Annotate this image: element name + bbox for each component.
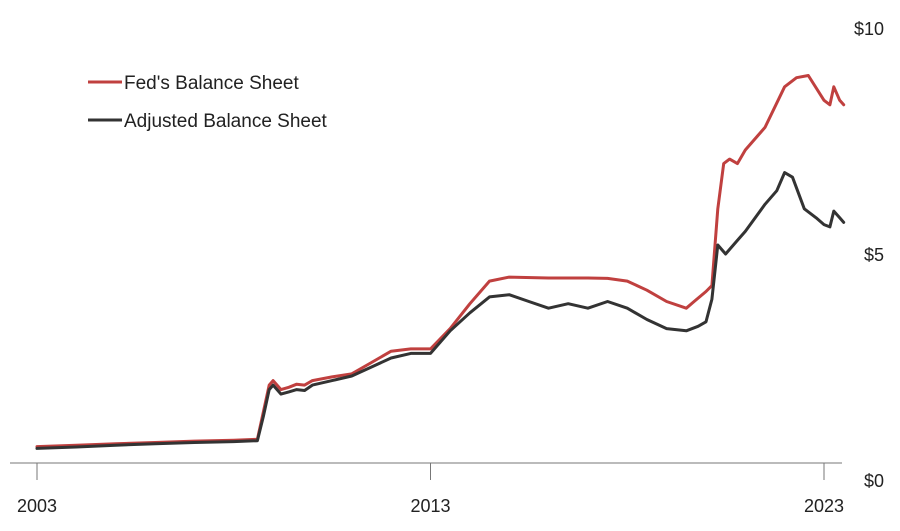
y-axis-ticks: $0 $5 $10 (854, 19, 884, 491)
legend-label: Adjusted Balance Sheet (124, 111, 328, 132)
series-line-adjusted-balance-sheet (35, 171, 846, 450)
legend-label: Fed's Balance Sheet (124, 73, 299, 94)
x-tick-label: 2013 (410, 496, 450, 516)
x-axis-ticks: 2003 2013 2023 (17, 463, 844, 516)
y-tick-label: $0 (864, 471, 884, 491)
series-lines (35, 74, 846, 450)
y-tick-label: $10 (854, 19, 884, 39)
series-line-fed-balance-sheet (35, 74, 846, 449)
x-tick-label: 2023 (804, 496, 844, 516)
x-tick-label: 2003 (17, 496, 57, 516)
legend: Fed's Balance Sheet Adjusted Balance Shee… (88, 73, 328, 132)
y-tick-label: $5 (864, 245, 884, 265)
